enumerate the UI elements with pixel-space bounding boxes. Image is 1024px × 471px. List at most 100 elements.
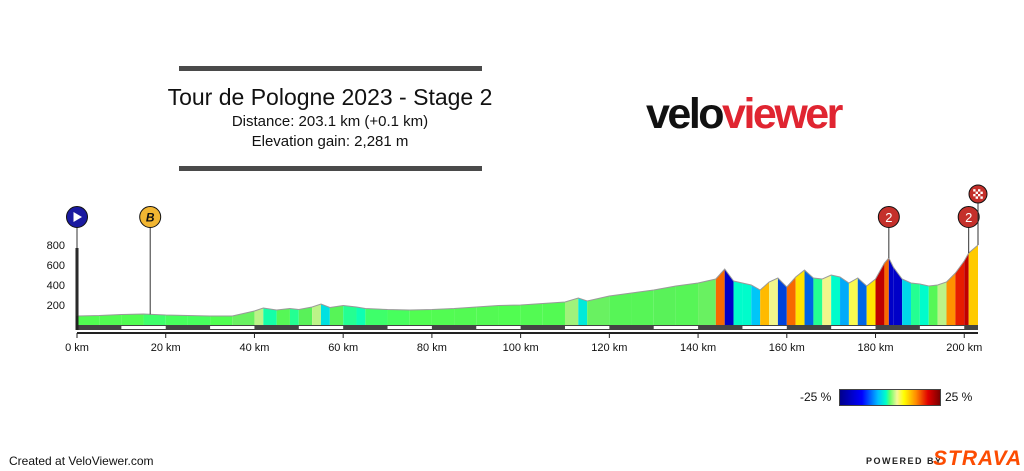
distance-strip-band bbox=[387, 326, 432, 329]
profile-segment bbox=[578, 298, 588, 325]
strava-logo[interactable]: STRAVA bbox=[933, 447, 1023, 470]
profile-segment bbox=[893, 267, 903, 325]
climb-marker-label: 2 bbox=[885, 210, 892, 225]
profile-segment bbox=[902, 279, 912, 325]
page-title: Tour de Pologne 2023 - Stage 2 bbox=[167, 84, 493, 110]
distance-text: Distance: 203.1 km (+0.1 km) bbox=[231, 113, 429, 130]
title-top-rule bbox=[179, 66, 482, 71]
distance-strip-band bbox=[476, 326, 521, 329]
profile-segment bbox=[520, 303, 543, 325]
profile-segment bbox=[121, 314, 144, 325]
profile-segment bbox=[884, 258, 889, 325]
y-tick-label: 200 bbox=[47, 300, 65, 312]
climb-marker-label: 2 bbox=[965, 210, 972, 225]
profile-segment bbox=[498, 305, 521, 325]
veloviewer-logo: veloviewer bbox=[646, 90, 843, 138]
x-tick-label: 40 km bbox=[239, 342, 269, 354]
profile-segment bbox=[343, 305, 357, 325]
checkered-flag-square bbox=[975, 194, 978, 197]
x-tick-label: 160 km bbox=[769, 342, 805, 354]
sprint-marker-label: B bbox=[146, 211, 155, 225]
gradient-legend-min: -25 % bbox=[800, 390, 832, 404]
distance-strip-band bbox=[298, 326, 344, 329]
profile-segment bbox=[653, 286, 676, 325]
checkered-flag-square bbox=[980, 194, 983, 197]
profile-segment bbox=[964, 253, 969, 325]
profile-segment bbox=[698, 279, 716, 325]
profile-segment bbox=[564, 298, 579, 325]
distance-strip-band bbox=[742, 326, 787, 329]
profile-segment bbox=[587, 296, 610, 325]
profile-segment bbox=[857, 278, 867, 325]
profile-segment bbox=[911, 283, 920, 325]
x-tick-label: 140 km bbox=[680, 342, 716, 354]
profile-segment bbox=[298, 307, 313, 325]
checkered-flag-square bbox=[980, 191, 983, 194]
gradient-legend-max: 25 % bbox=[945, 390, 973, 404]
profile-segment bbox=[165, 315, 188, 325]
profile-segment bbox=[631, 290, 654, 325]
logo-viewer: viewer bbox=[722, 90, 843, 138]
profile-segment bbox=[289, 308, 299, 325]
powered-by-text: POWERED BY bbox=[866, 456, 943, 466]
profile-segment bbox=[232, 311, 255, 325]
profile-segment bbox=[542, 302, 565, 325]
profile-segment bbox=[276, 308, 290, 325]
checkered-flag-square bbox=[978, 189, 981, 192]
profile-segment bbox=[187, 315, 211, 325]
profile-segment bbox=[715, 269, 725, 325]
profile-segment bbox=[946, 273, 956, 325]
profile-segment bbox=[312, 304, 321, 325]
checkered-flag-square bbox=[973, 194, 976, 197]
profile-segment bbox=[888, 258, 894, 325]
profile-segment bbox=[928, 285, 938, 325]
profile-segment bbox=[804, 270, 814, 325]
y-tick-label: 800 bbox=[47, 240, 65, 252]
profile-segment bbox=[840, 277, 849, 325]
title-bottom-rule bbox=[179, 166, 482, 171]
profile-segment bbox=[733, 281, 743, 325]
profile-segment bbox=[795, 270, 805, 325]
elevation-gain-text: Elevation gain: 2,281 m bbox=[251, 133, 409, 150]
profile-segment bbox=[476, 305, 499, 325]
profile-segment bbox=[760, 282, 770, 325]
x-tick-label: 20 km bbox=[151, 342, 181, 354]
profile-segment bbox=[609, 293, 632, 325]
profile-segment bbox=[742, 283, 752, 325]
climb-marker-icon bbox=[957, 206, 980, 228]
checkered-flag-square bbox=[978, 191, 981, 194]
checkered-flag-square bbox=[973, 196, 976, 199]
distance-strip-band bbox=[121, 326, 166, 329]
profile-segment bbox=[320, 304, 330, 325]
climb-marker-icon bbox=[877, 206, 900, 228]
profile-segment bbox=[254, 308, 264, 325]
profile-segment bbox=[409, 309, 432, 325]
profile-segment bbox=[777, 278, 787, 325]
checkered-flag-square bbox=[973, 191, 976, 194]
checkered-flag-square bbox=[980, 189, 983, 192]
profile-segment bbox=[848, 278, 858, 325]
distance-strip-band bbox=[210, 326, 255, 329]
distance-strip bbox=[77, 325, 978, 330]
x-tick-label: 0 km bbox=[65, 342, 89, 354]
x-tick-label: 100 km bbox=[503, 342, 539, 354]
y-tick-label: 600 bbox=[47, 260, 65, 272]
elevation-profile-chart: 200 400 600 800 0 km 20 km 40 km 60 km 80 km 100 … bbox=[47, 184, 988, 354]
checkered-flag-square bbox=[975, 189, 978, 192]
profile-segment bbox=[937, 282, 947, 325]
profile-segment bbox=[822, 275, 832, 325]
profile-segment bbox=[143, 314, 166, 325]
checkered-flag-square bbox=[980, 196, 983, 199]
profile-segment bbox=[99, 314, 122, 325]
profile-segment bbox=[77, 315, 100, 325]
distance-strip-band bbox=[919, 326, 965, 329]
profile-segment bbox=[968, 245, 978, 325]
created-at-text[interactable]: Created at VeloViewer.com bbox=[9, 454, 154, 468]
profile-segment bbox=[813, 278, 823, 325]
profile-segment bbox=[365, 308, 388, 325]
y-tick-label: 400 bbox=[47, 280, 65, 292]
profile-segment bbox=[955, 261, 965, 325]
checkered-flag-square bbox=[973, 189, 976, 192]
profile-segment bbox=[831, 275, 841, 325]
distance-strip-band bbox=[831, 326, 876, 329]
